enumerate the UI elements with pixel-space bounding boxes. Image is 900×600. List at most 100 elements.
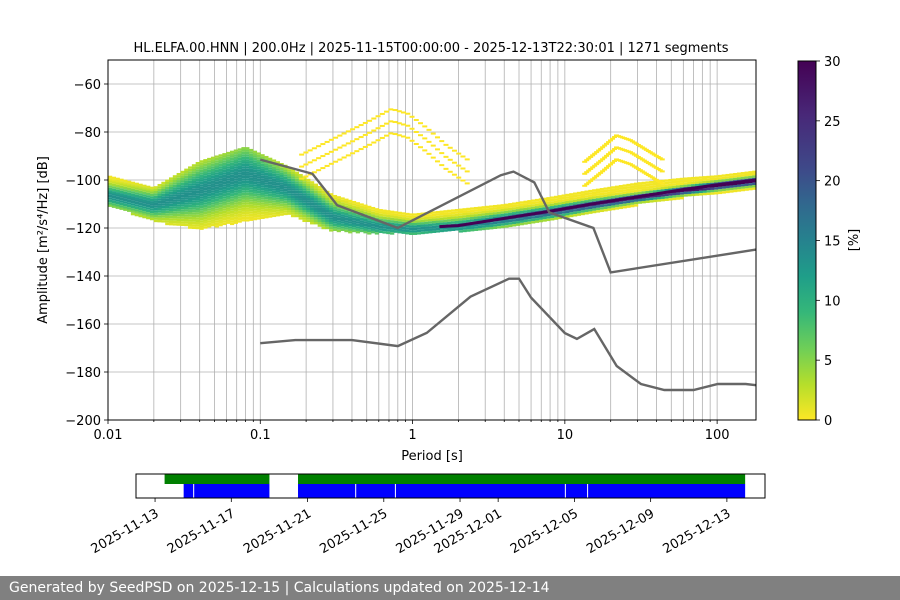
sparse-cell bbox=[447, 146, 453, 149]
heatmap-cell bbox=[531, 206, 536, 210]
heatmap-cell bbox=[203, 209, 208, 212]
heatmap-cell bbox=[207, 172, 212, 175]
heatmap-cell bbox=[222, 191, 227, 194]
heatmap-cell bbox=[363, 206, 368, 210]
sparse-cell bbox=[341, 144, 347, 147]
heatmap-cell bbox=[172, 191, 178, 195]
heatmap-cell bbox=[176, 201, 181, 205]
heatmap-cell bbox=[233, 166, 238, 169]
heatmap-cell bbox=[245, 178, 250, 181]
heatmap-cell bbox=[576, 208, 582, 212]
heatmap-cell bbox=[637, 189, 643, 192]
heatmap-cell bbox=[180, 204, 185, 207]
heatmap-cell bbox=[256, 157, 261, 160]
heatmap-cell bbox=[462, 215, 467, 218]
heatmap-cell bbox=[329, 212, 334, 215]
heatmap-cell bbox=[481, 215, 486, 219]
sparse-cell bbox=[588, 167, 594, 170]
heatmap-cell bbox=[161, 217, 166, 221]
heatmap-cell bbox=[508, 222, 513, 225]
heatmap-cell bbox=[588, 209, 593, 212]
heatmap-cell bbox=[409, 213, 414, 216]
heatmap-cell bbox=[210, 159, 216, 162]
heatmap-cell bbox=[672, 195, 677, 198]
heatmap-cell bbox=[142, 184, 147, 188]
heatmap-cell bbox=[447, 226, 452, 229]
heatmap-cell bbox=[199, 179, 204, 182]
heatmap-cell bbox=[245, 168, 250, 172]
heatmap-cell bbox=[420, 212, 425, 215]
heatmap-cell bbox=[218, 180, 223, 184]
heatmap-cell bbox=[695, 183, 700, 187]
heatmap-cell bbox=[203, 161, 208, 164]
timeline-axis: 2025-11-13 2025-11-17 2025-11-21 2025-11-25… bbox=[89, 498, 733, 557]
heatmap-cell bbox=[123, 194, 128, 197]
heatmap-cell bbox=[138, 190, 143, 194]
heatmap-cell bbox=[279, 208, 284, 211]
heatmap-cell bbox=[401, 212, 406, 215]
heatmap-cell bbox=[523, 207, 528, 211]
heatmap-cell bbox=[188, 173, 193, 176]
heatmap-cell bbox=[210, 197, 216, 200]
heatmap-cell bbox=[496, 206, 502, 210]
heatmap-cell bbox=[374, 210, 380, 213]
heatmap-cell bbox=[290, 183, 296, 187]
heatmap-cell bbox=[348, 214, 353, 217]
heatmap-cell bbox=[188, 209, 193, 212]
sparse-cell bbox=[594, 151, 600, 154]
heatmap-cell bbox=[454, 211, 460, 214]
heatmap-cell bbox=[188, 183, 193, 186]
heatmap-cell bbox=[275, 170, 280, 174]
heatmap-cell bbox=[256, 188, 261, 191]
heatmap-cell bbox=[245, 197, 250, 200]
heatmap-cell bbox=[672, 185, 677, 189]
heatmap-cell bbox=[736, 186, 742, 190]
heatmap-cell bbox=[195, 171, 200, 175]
heatmap-cell bbox=[329, 221, 334, 225]
heatmap-cell bbox=[382, 209, 387, 212]
heatmap-cell bbox=[260, 190, 265, 193]
heatmap-cell bbox=[165, 210, 170, 214]
heatmap-cell bbox=[336, 220, 341, 223]
heatmap-cell bbox=[580, 212, 585, 216]
heatmap-cell bbox=[149, 203, 155, 206]
heatmap-cell bbox=[569, 193, 574, 196]
heatmap-cell bbox=[336, 210, 341, 213]
heatmap-cell bbox=[283, 188, 288, 192]
heatmap-cell bbox=[714, 187, 719, 190]
heatmap-cell bbox=[218, 219, 223, 222]
heatmap-cell bbox=[344, 224, 349, 228]
heatmap-cell bbox=[405, 220, 410, 223]
heatmap-cell bbox=[256, 183, 261, 187]
heatmap-cell bbox=[432, 218, 437, 221]
heatmap-cell bbox=[226, 161, 231, 164]
heatmap-cell bbox=[184, 204, 189, 207]
heatmap-cell bbox=[611, 188, 616, 192]
heatmap-cell bbox=[237, 191, 242, 194]
heatmap-cell bbox=[752, 187, 757, 190]
heatmap-cell bbox=[218, 207, 223, 210]
heatmap-cell bbox=[595, 210, 601, 213]
heatmap-cell bbox=[245, 202, 250, 205]
sparse-cell bbox=[443, 155, 449, 158]
heatmap-cell bbox=[306, 195, 311, 199]
heatmap-cell bbox=[256, 202, 261, 206]
heatmap-cell bbox=[252, 179, 258, 182]
sparse-cell bbox=[606, 153, 612, 156]
heatmap-cell bbox=[672, 183, 677, 186]
heatmap-cell bbox=[108, 202, 113, 205]
heatmap-cell bbox=[298, 193, 303, 196]
heatmap-cell bbox=[592, 206, 597, 209]
heatmap-cell bbox=[226, 187, 231, 191]
heatmap-cell bbox=[332, 211, 338, 215]
heatmap-cell bbox=[371, 211, 376, 215]
heatmap-cell bbox=[149, 215, 155, 218]
heatmap-cell bbox=[306, 217, 311, 220]
plot-frame bbox=[107, 59, 757, 421]
heatmap-cell bbox=[409, 218, 414, 221]
heatmap-cell bbox=[168, 206, 174, 209]
sparse-cell bbox=[434, 160, 440, 163]
heatmap-cell bbox=[424, 228, 429, 232]
heatmap-cell bbox=[115, 194, 120, 197]
heatmap-cell bbox=[115, 206, 120, 209]
